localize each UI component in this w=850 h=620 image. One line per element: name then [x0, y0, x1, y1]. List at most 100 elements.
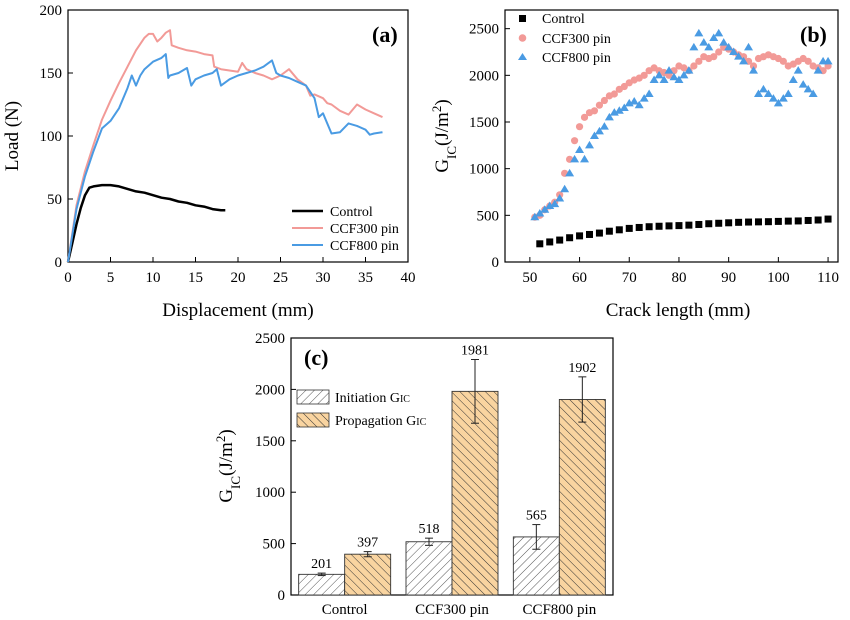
- panel-b-xlabel: Crack length (mm): [606, 300, 751, 321]
- point-ccf800-pin: [669, 72, 679, 81]
- point-ccf800-pin: [575, 145, 585, 153]
- point-ccf800-pin: [550, 199, 560, 208]
- panel-c-y-ticks: 0 500 1000 1500 2000 2500: [255, 331, 296, 604]
- panel-c-legend: Initiation GIC Propagation GIC: [296, 389, 427, 429]
- legend-b-control-marker: [519, 15, 526, 22]
- point-ccf800-pin: [689, 42, 699, 51]
- legend-ccf800-label: CCF800 pin: [330, 239, 399, 254]
- point-ccf800-pin: [793, 66, 803, 74]
- point-ccf800-pin: [788, 75, 798, 83]
- point-ccf800-pin: [734, 52, 744, 60]
- point-ccf800-pin: [580, 154, 590, 163]
- x-tick-label: 80: [671, 270, 686, 286]
- y-tick-label: 200: [40, 3, 63, 19]
- point-control: [705, 220, 713, 228]
- panel-a-x-ticks: 0 5 10 15 20 25 30 35 40: [64, 257, 416, 286]
- point-control: [754, 218, 762, 226]
- point-ccf800-pin: [629, 96, 639, 105]
- point-ccf300-pin: [600, 96, 609, 105]
- point-ccf800-pin: [684, 66, 694, 74]
- legend-propagation-swatch: [296, 412, 330, 428]
- point-ccf800-pin: [594, 126, 604, 135]
- y-tick-label: 1000: [255, 485, 285, 501]
- x-tick-label: 10: [146, 270, 161, 286]
- point-ccf800-pin: [644, 89, 654, 97]
- series-line-control: [66, 183, 226, 263]
- point-ccf800-pin: [714, 28, 724, 37]
- value-label: 565: [526, 509, 547, 524]
- point-control: [824, 215, 832, 223]
- category-label: CCF300 pin: [415, 602, 489, 618]
- point-ccf300-pin: [575, 123, 584, 131]
- point-ccf800-pin: [753, 89, 763, 97]
- legend-b-ccf300-label: CCF300 pin: [542, 32, 611, 47]
- point-control: [675, 222, 683, 230]
- value-label: 1981: [461, 343, 489, 358]
- point-ccf300-pin: [620, 82, 628, 91]
- panel-a-xlabel: Displacement (mm): [162, 300, 313, 321]
- x-tick-label: 0: [64, 270, 72, 286]
- y-tick-label: 500: [263, 537, 286, 553]
- x-tick-label: 90: [721, 270, 736, 286]
- panel-b-x-ticks: 50 60 70 80 90 100 110: [522, 257, 839, 286]
- series-line-ccf300-pin: [67, 29, 383, 263]
- point-ccf800-pin: [823, 56, 833, 65]
- point-ccf300-pin: [779, 57, 787, 65]
- legend-propagation-label: Propagation GIC: [335, 414, 427, 429]
- point-ccf800-pin: [778, 94, 788, 102]
- point-control: [595, 229, 603, 237]
- point-ccf800-pin: [724, 42, 734, 51]
- point-ccf300-pin: [595, 101, 604, 109]
- point-ccf800-pin: [808, 89, 818, 97]
- point-control: [735, 218, 743, 226]
- point-control: [645, 223, 653, 231]
- bar-propagation: [451, 390, 499, 596]
- point-ccf800-pin: [570, 154, 580, 163]
- panel-c-ylabel: GIC(J/m2): [213, 429, 243, 502]
- point-ccf800-pin: [704, 42, 714, 51]
- point-ccf800-pin: [699, 38, 709, 46]
- point-ccf800-pin: [599, 122, 609, 130]
- point-ccf800-pin: [565, 168, 575, 177]
- x-tick-label: 70: [622, 270, 637, 286]
- point-ccf800-pin: [758, 84, 768, 93]
- y-tick-label: 0: [278, 588, 286, 604]
- x-tick-label: 35: [358, 270, 373, 286]
- point-ccf300-pin: [690, 62, 698, 70]
- point-ccf800-pin: [589, 131, 599, 139]
- legend-control-label: Control: [330, 205, 373, 220]
- panel-a-y-ticks: 0 50 100 150 200: [40, 3, 73, 271]
- bar-initiation: [405, 541, 453, 596]
- point-ccf800-pin: [674, 75, 684, 83]
- panel-b-ylabel: GIC(J/m2): [429, 99, 459, 172]
- point-control: [625, 224, 633, 232]
- panel-a-chart: (a) Displacement (mm) Load (N) 0 5 10 15 20 2…: [2, 3, 416, 321]
- legend-initiation-label: Initiation GIC: [335, 391, 410, 406]
- panel-a-legend: Control CCF300 pin CCF800 pin: [292, 205, 399, 254]
- y-tick-label: 2500: [255, 331, 285, 347]
- point-ccf800-pin: [654, 70, 664, 79]
- y-tick-label: 0: [55, 255, 63, 271]
- x-tick-label: 25: [273, 270, 288, 286]
- point-control: [814, 216, 822, 224]
- y-tick-label: 500: [477, 208, 500, 224]
- value-label: 201: [311, 557, 332, 572]
- panel-a-ylabel: Load (N): [2, 101, 23, 171]
- bar-propagation: [558, 399, 606, 596]
- legend-ccf300-label: CCF300 pin: [330, 222, 399, 237]
- legend-initiation-swatch: [296, 389, 330, 405]
- y-tick-label: 100: [40, 129, 63, 145]
- point-ccf800-pin: [535, 208, 545, 217]
- point-control: [585, 230, 593, 238]
- y-tick-label: 1000: [469, 162, 499, 178]
- point-ccf800-pin: [709, 33, 719, 41]
- point-control: [566, 234, 574, 242]
- legend-b-ccf800-marker: [518, 53, 527, 60]
- point-ccf800-pin: [773, 98, 783, 107]
- point-ccf800-pin: [540, 205, 550, 213]
- legend-b-control-label: Control: [542, 12, 585, 27]
- panel-b-y-ticks: 0 500 1000 1500 2000 2500: [469, 22, 510, 271]
- point-control: [546, 238, 554, 246]
- panel-a-label: (a): [372, 22, 398, 47]
- panel-a-series: [66, 29, 383, 263]
